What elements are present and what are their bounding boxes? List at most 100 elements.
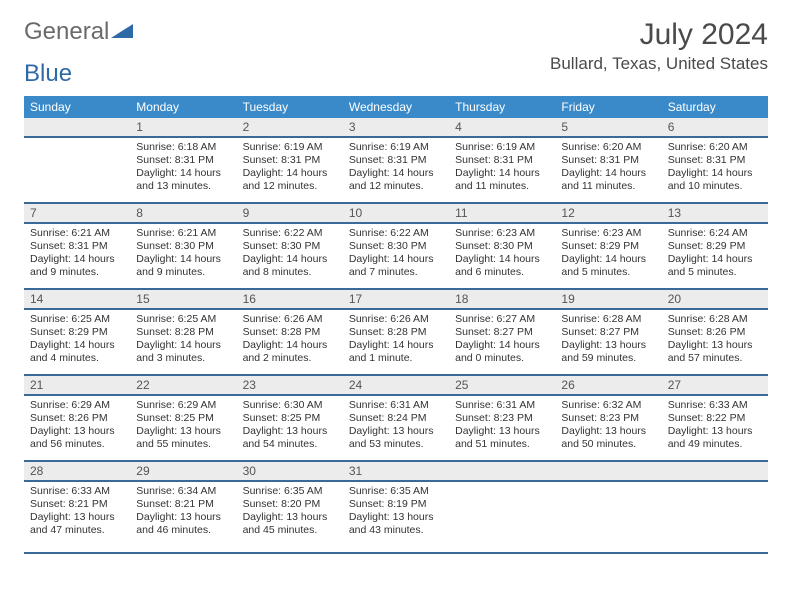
sunset-text: Sunset: 8:23 PM	[561, 412, 655, 425]
daylight-text: Daylight: 13 hours and 59 minutes.	[561, 339, 655, 365]
day-number: 29	[130, 462, 236, 480]
week-content-row: Sunrise: 6:21 AMSunset: 8:31 PMDaylight:…	[24, 223, 768, 289]
day-content: Sunrise: 6:28 AMSunset: 8:27 PMDaylight:…	[555, 310, 661, 374]
daylight-text: Daylight: 14 hours and 5 minutes.	[561, 253, 655, 279]
logo-text-general: General	[24, 18, 109, 46]
sunset-text: Sunset: 8:31 PM	[30, 240, 124, 253]
sunrise-text: Sunrise: 6:33 AM	[668, 399, 762, 412]
day-content: Sunrise: 6:20 AMSunset: 8:31 PMDaylight:…	[662, 138, 768, 202]
sunset-text: Sunset: 8:31 PM	[349, 154, 443, 167]
sunrise-text: Sunrise: 6:29 AM	[30, 399, 124, 412]
day-header: Tuesday	[237, 96, 343, 118]
sunrise-text: Sunrise: 6:19 AM	[243, 141, 337, 154]
day-header: Saturday	[662, 96, 768, 118]
daylight-text: Daylight: 14 hours and 11 minutes.	[561, 167, 655, 193]
day-number: 2	[237, 118, 343, 136]
daylight-text: Daylight: 13 hours and 53 minutes.	[349, 425, 443, 451]
daylight-text: Daylight: 14 hours and 4 minutes.	[30, 339, 124, 365]
sunrise-text: Sunrise: 6:22 AM	[349, 227, 443, 240]
sunrise-text: Sunrise: 6:24 AM	[668, 227, 762, 240]
day-number: 6	[662, 118, 768, 136]
daylight-text: Daylight: 14 hours and 2 minutes.	[243, 339, 337, 365]
daylight-text: Daylight: 14 hours and 13 minutes.	[136, 167, 230, 193]
sunrise-text: Sunrise: 6:26 AM	[349, 313, 443, 326]
day-content: Sunrise: 6:25 AMSunset: 8:29 PMDaylight:…	[24, 310, 130, 374]
week-content-row: Sunrise: 6:18 AMSunset: 8:31 PMDaylight:…	[24, 137, 768, 203]
day-number: 17	[343, 290, 449, 308]
sunrise-text: Sunrise: 6:31 AM	[349, 399, 443, 412]
sunrise-text: Sunrise: 6:33 AM	[30, 485, 124, 498]
day-content: Sunrise: 6:35 AMSunset: 8:19 PMDaylight:…	[343, 482, 449, 552]
sunrise-text: Sunrise: 6:19 AM	[349, 141, 443, 154]
sunrise-text: Sunrise: 6:28 AM	[668, 313, 762, 326]
calendar-table: SundayMondayTuesdayWednesdayThursdayFrid…	[24, 96, 768, 554]
sunset-text: Sunset: 8:22 PM	[668, 412, 762, 425]
sunrise-text: Sunrise: 6:35 AM	[243, 485, 337, 498]
daylight-text: Daylight: 13 hours and 45 minutes.	[243, 511, 337, 537]
day-number	[662, 462, 768, 480]
sunrise-text: Sunrise: 6:20 AM	[668, 141, 762, 154]
day-number: 12	[555, 204, 661, 222]
day-content: Sunrise: 6:29 AMSunset: 8:26 PMDaylight:…	[24, 396, 130, 460]
day-header-row: SundayMondayTuesdayWednesdayThursdayFrid…	[24, 96, 768, 118]
sunset-text: Sunset: 8:25 PM	[243, 412, 337, 425]
daylight-text: Daylight: 14 hours and 9 minutes.	[30, 253, 124, 279]
day-number	[555, 462, 661, 480]
day-number	[24, 118, 130, 136]
sunrise-text: Sunrise: 6:29 AM	[136, 399, 230, 412]
sunrise-text: Sunrise: 6:32 AM	[561, 399, 655, 412]
sunset-text: Sunset: 8:30 PM	[243, 240, 337, 253]
sunset-text: Sunset: 8:31 PM	[243, 154, 337, 167]
sunset-text: Sunset: 8:30 PM	[455, 240, 549, 253]
day-content: Sunrise: 6:25 AMSunset: 8:28 PMDaylight:…	[130, 310, 236, 374]
day-content: Sunrise: 6:24 AMSunset: 8:29 PMDaylight:…	[662, 224, 768, 288]
day-content: Sunrise: 6:32 AMSunset: 8:23 PMDaylight:…	[555, 396, 661, 460]
daylight-text: Daylight: 14 hours and 9 minutes.	[136, 253, 230, 279]
sunset-text: Sunset: 8:25 PM	[136, 412, 230, 425]
day-number: 16	[237, 290, 343, 308]
daylight-text: Daylight: 13 hours and 50 minutes.	[561, 425, 655, 451]
day-content: Sunrise: 6:19 AMSunset: 8:31 PMDaylight:…	[449, 138, 555, 202]
day-content: Sunrise: 6:18 AMSunset: 8:31 PMDaylight:…	[130, 138, 236, 202]
daylight-text: Daylight: 13 hours and 47 minutes.	[30, 511, 124, 537]
sunset-text: Sunset: 8:27 PM	[561, 326, 655, 339]
daylight-text: Daylight: 14 hours and 10 minutes.	[668, 167, 762, 193]
day-number: 26	[555, 376, 661, 394]
sunrise-text: Sunrise: 6:23 AM	[561, 227, 655, 240]
day-content: Sunrise: 6:27 AMSunset: 8:27 PMDaylight:…	[449, 310, 555, 374]
sunset-text: Sunset: 8:27 PM	[455, 326, 549, 339]
daylight-text: Daylight: 13 hours and 46 minutes.	[136, 511, 230, 537]
sunrise-text: Sunrise: 6:35 AM	[349, 485, 443, 498]
daylight-text: Daylight: 14 hours and 8 minutes.	[243, 253, 337, 279]
sunset-text: Sunset: 8:30 PM	[136, 240, 230, 253]
sunrise-text: Sunrise: 6:22 AM	[243, 227, 337, 240]
week-daynum-row: 28293031	[24, 461, 768, 481]
day-number: 28	[24, 462, 130, 480]
day-header: Friday	[555, 96, 661, 118]
daylight-text: Daylight: 14 hours and 6 minutes.	[455, 253, 549, 279]
sunrise-text: Sunrise: 6:27 AM	[455, 313, 549, 326]
day-number: 20	[662, 290, 768, 308]
day-number	[449, 462, 555, 480]
day-number: 18	[449, 290, 555, 308]
sunset-text: Sunset: 8:31 PM	[136, 154, 230, 167]
sunrise-text: Sunrise: 6:21 AM	[30, 227, 124, 240]
day-number: 15	[130, 290, 236, 308]
day-content: Sunrise: 6:22 AMSunset: 8:30 PMDaylight:…	[343, 224, 449, 288]
day-content: Sunrise: 6:19 AMSunset: 8:31 PMDaylight:…	[343, 138, 449, 202]
sunset-text: Sunset: 8:26 PM	[668, 326, 762, 339]
daylight-text: Daylight: 14 hours and 11 minutes.	[455, 167, 549, 193]
day-content: Sunrise: 6:19 AMSunset: 8:31 PMDaylight:…	[237, 138, 343, 202]
day-header: Monday	[130, 96, 236, 118]
day-header: Sunday	[24, 96, 130, 118]
day-content: Sunrise: 6:20 AMSunset: 8:31 PMDaylight:…	[555, 138, 661, 202]
sunset-text: Sunset: 8:29 PM	[561, 240, 655, 253]
day-content	[449, 482, 555, 552]
sunset-text: Sunset: 8:29 PM	[30, 326, 124, 339]
day-content: Sunrise: 6:23 AMSunset: 8:30 PMDaylight:…	[449, 224, 555, 288]
day-number: 24	[343, 376, 449, 394]
daylight-text: Daylight: 14 hours and 3 minutes.	[136, 339, 230, 365]
daylight-text: Daylight: 14 hours and 12 minutes.	[243, 167, 337, 193]
week-daynum-row: 78910111213	[24, 203, 768, 223]
day-content: Sunrise: 6:26 AMSunset: 8:28 PMDaylight:…	[237, 310, 343, 374]
